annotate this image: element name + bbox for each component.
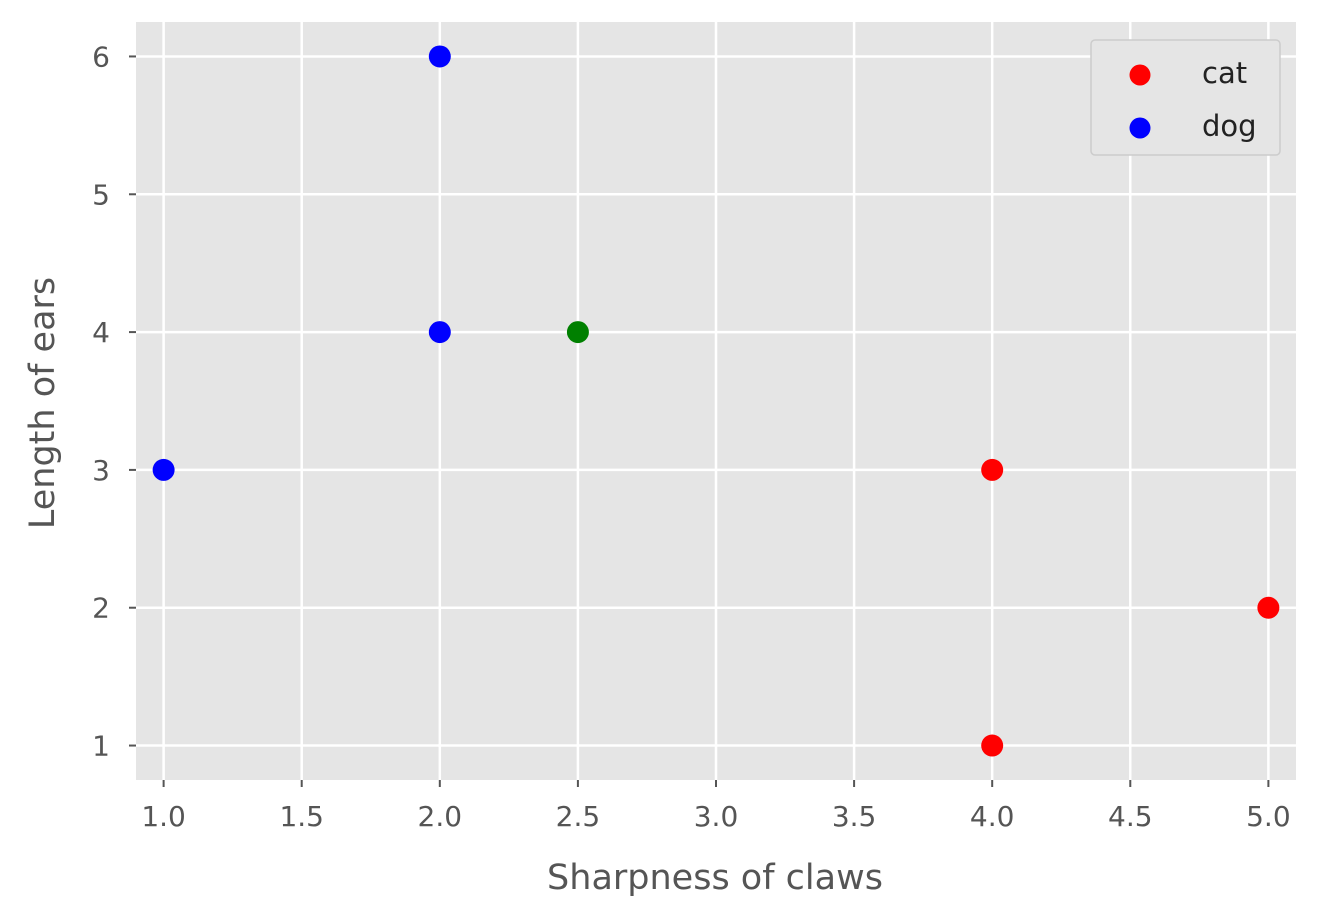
x-tick-label: 3.0 (694, 800, 739, 833)
x-tick-label: 4.5 (1108, 800, 1153, 833)
y-tick-label: 1 (92, 730, 110, 763)
y-axis-label: Length of ears (23, 277, 63, 529)
tick-marks (129, 55, 1270, 787)
legend-marker-dog (1129, 117, 1151, 139)
point-cat-1 (981, 458, 1004, 481)
x-tick-label: 4.0 (970, 800, 1015, 833)
legend-label-dog: dog (1202, 109, 1257, 143)
point-cat-3 (981, 734, 1004, 757)
x-tick-label: 1.0 (141, 800, 186, 833)
legend: cat dog (1090, 39, 1281, 156)
y-tick-label: 2 (92, 592, 110, 625)
x-tick-labels: 1.0 1.5 2.0 2.5 3.0 3.5 4.0 4.5 5.0 (141, 800, 1290, 833)
legend-marker-cat (1129, 64, 1151, 86)
point-cat-2 (1257, 596, 1280, 619)
point-dog-1 (428, 45, 451, 68)
point-query-1 (566, 321, 589, 344)
y-tick-label: 3 (92, 454, 110, 487)
x-tick-label: 1.5 (279, 800, 324, 833)
x-axis-label: Sharpness of claws (547, 858, 883, 898)
y-tick-label: 4 (92, 316, 110, 349)
x-tick-label: 5.0 (1246, 800, 1291, 833)
x-tick-label: 2.0 (418, 800, 463, 833)
x-tick-label: 2.5 (556, 800, 601, 833)
point-dog-2 (428, 321, 451, 344)
x-tick-label: 3.5 (832, 800, 877, 833)
point-dog-3 (152, 458, 175, 481)
legend-label-cat: cat (1202, 56, 1247, 90)
y-tick-label: 5 (92, 178, 110, 211)
y-tick-label: 6 (92, 40, 110, 73)
data-points (152, 45, 1280, 757)
y-tick-labels: 1 2 3 4 5 6 (92, 40, 110, 762)
